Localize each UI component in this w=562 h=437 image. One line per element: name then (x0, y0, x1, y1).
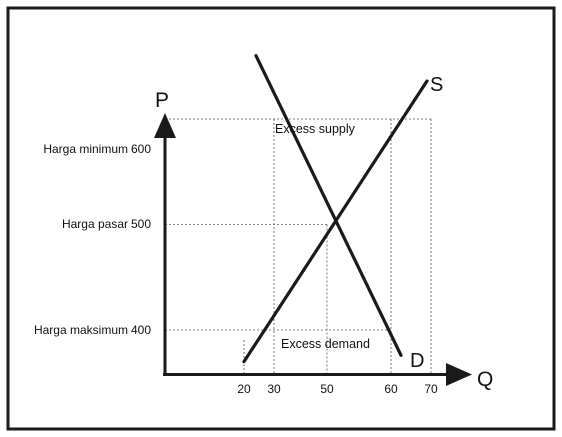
quantity-axis-title: Q (477, 368, 493, 391)
quantity-axis-arrow-icon (446, 363, 472, 386)
annotations: Excess supply Excess demand (275, 122, 370, 351)
demand-curve-label: D (410, 350, 424, 372)
diagram-frame (6, 6, 556, 431)
harga-minimum-value: 600 (131, 142, 151, 156)
harga-pasar-value: 500 (131, 217, 151, 231)
quantity-tick-50: 50 (320, 382, 334, 396)
price-labels: Harga minimum 600 Harga pasar 500 Harga … (34, 142, 151, 337)
price-axis-title: P (155, 89, 169, 112)
harga-maksimum-value: 400 (131, 323, 151, 337)
axes: P Q (154, 89, 493, 391)
demand-curve (254, 54, 403, 357)
supply-curve-label: S (430, 74, 443, 96)
quantity-tick-30: 30 (267, 382, 281, 396)
curves: S D (242, 54, 443, 372)
quantity-tick-70: 70 (424, 382, 438, 396)
excess-demand-label: Excess demand (281, 337, 370, 351)
harga-maksimum-label: Harga maksimum (34, 323, 128, 337)
quantity-tick-20: 20 (237, 382, 251, 396)
quantity-tick-labels: 20 30 50 60 70 (237, 382, 438, 396)
harga-minimum-label: Harga minimum (43, 142, 128, 156)
excess-supply-label: Excess supply (275, 122, 356, 136)
price-axis-arrow-icon (154, 113, 176, 138)
harga-pasar-label: Harga pasar (62, 217, 128, 231)
quantity-tick-60: 60 (384, 382, 398, 396)
